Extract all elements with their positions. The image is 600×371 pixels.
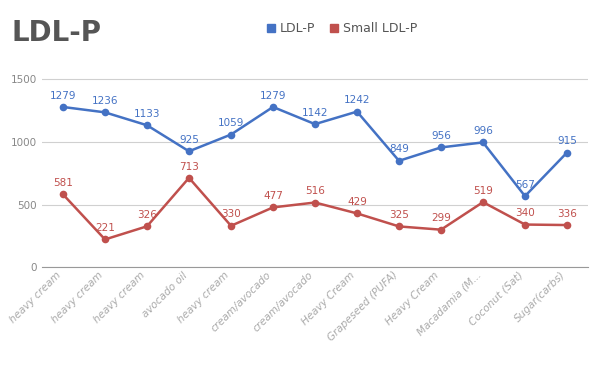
Text: 330: 330 bbox=[221, 210, 241, 220]
Text: 221: 221 bbox=[95, 223, 115, 233]
Text: 299: 299 bbox=[431, 213, 451, 223]
Text: 336: 336 bbox=[557, 209, 577, 219]
Text: 340: 340 bbox=[515, 208, 535, 218]
Text: 1242: 1242 bbox=[344, 95, 370, 105]
Text: LDL-P: LDL-P bbox=[12, 19, 102, 46]
Text: 1142: 1142 bbox=[302, 108, 328, 118]
Text: 1059: 1059 bbox=[218, 118, 244, 128]
Text: 1279: 1279 bbox=[260, 91, 286, 101]
Text: 325: 325 bbox=[389, 210, 409, 220]
Text: 477: 477 bbox=[263, 191, 283, 201]
Text: 956: 956 bbox=[431, 131, 451, 141]
Text: 519: 519 bbox=[473, 186, 493, 196]
Text: 429: 429 bbox=[347, 197, 367, 207]
Text: 516: 516 bbox=[305, 186, 325, 196]
Text: 915: 915 bbox=[557, 136, 577, 146]
Text: 1133: 1133 bbox=[134, 109, 160, 119]
Text: 326: 326 bbox=[137, 210, 157, 220]
Text: 849: 849 bbox=[389, 144, 409, 154]
Text: 996: 996 bbox=[473, 126, 493, 136]
Text: 925: 925 bbox=[179, 135, 199, 145]
Text: 713: 713 bbox=[179, 161, 199, 171]
Legend: LDL-P, Small LDL-P: LDL-P, Small LDL-P bbox=[262, 17, 422, 40]
Text: 581: 581 bbox=[53, 178, 73, 188]
Text: 1236: 1236 bbox=[92, 96, 118, 106]
Text: 567: 567 bbox=[515, 180, 535, 190]
Text: 1279: 1279 bbox=[50, 91, 76, 101]
